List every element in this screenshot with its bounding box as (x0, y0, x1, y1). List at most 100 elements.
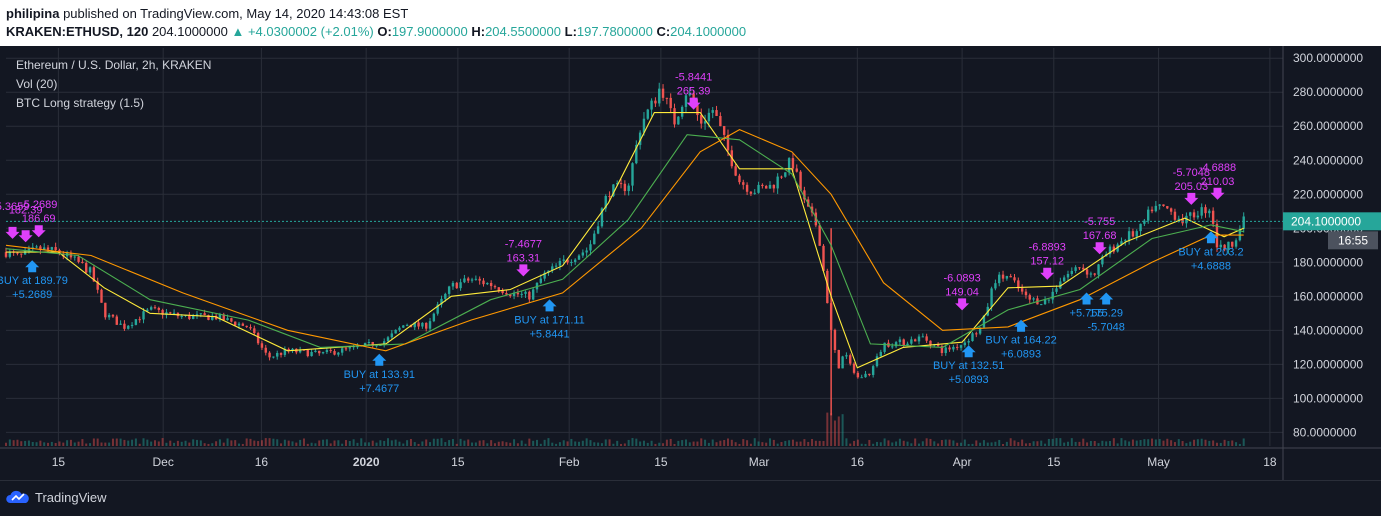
tradingview-logo[interactable]: TradingView (6, 489, 107, 505)
y-tick-label: 280.0000000 (1293, 85, 1363, 99)
volume-bar (635, 438, 638, 446)
x-tick-label: 15 (52, 455, 66, 469)
volume-bar (501, 441, 504, 446)
volume-bar (814, 440, 817, 446)
volume-bar (673, 443, 676, 446)
open-label: O: (377, 24, 392, 39)
volume-bar (226, 438, 229, 446)
volume-bar (89, 443, 92, 446)
candle-body (864, 373, 867, 378)
volume-bar (276, 439, 279, 446)
sell-signal-label: 265.39 (677, 86, 711, 98)
sell-arrow (18, 230, 33, 243)
volume-bar (1166, 438, 1169, 446)
candle-body (917, 336, 921, 342)
volume-bar (379, 440, 382, 446)
sell-arrow (31, 225, 46, 238)
buy-signal-label: BUY at 132.51 (933, 360, 1004, 372)
volume-bar (742, 439, 745, 446)
candle-body (669, 97, 672, 109)
candle-body (719, 115, 722, 127)
candle-body (467, 278, 470, 281)
volume-bar (467, 439, 470, 446)
candle-body (661, 88, 665, 98)
buy-signal-label: +7.4677 (359, 383, 399, 395)
x-tick-label: May (1147, 455, 1170, 469)
volume-bar (440, 438, 443, 446)
volume-bar (979, 442, 982, 446)
candle-body (1169, 208, 1173, 212)
volume-bar (1101, 440, 1104, 446)
candle-body (650, 100, 653, 110)
y-tick-label: 100.0000000 (1293, 391, 1363, 405)
volume-bar (127, 440, 130, 446)
volume-bar (230, 440, 233, 446)
volume-bar (555, 443, 558, 446)
volume-bar (471, 442, 474, 446)
volume-bar (1151, 438, 1154, 446)
tradingview-cloud-icon (6, 490, 29, 503)
volume-bar (1028, 443, 1031, 446)
volume-bar (730, 439, 733, 446)
candle-body (700, 115, 703, 124)
candle-body (8, 251, 12, 257)
volume-bar (509, 442, 512, 446)
sell-signal-label: 167.68 (1083, 230, 1117, 242)
volume-bar (723, 439, 726, 446)
candle-body (77, 256, 80, 262)
volume-bar (631, 438, 634, 446)
x-tick-label: 16 (255, 455, 269, 469)
candle-body (994, 283, 997, 289)
volume-bar (696, 441, 699, 446)
candle-body (283, 348, 287, 355)
price-chart[interactable]: 80.0000000 100.0000000 120.0000000 140.0000… (0, 46, 1381, 480)
volume-bar (1208, 440, 1211, 446)
volume-bar (711, 439, 714, 446)
volume-bar (27, 440, 30, 446)
candle-body (975, 333, 978, 335)
countdown-tag (1328, 231, 1378, 250)
candle-body (333, 351, 336, 355)
candle-body (531, 289, 535, 300)
candle-body (1097, 264, 1100, 275)
candle-body (43, 247, 46, 250)
volume-bar (692, 441, 695, 446)
author-name[interactable]: philipina (6, 6, 60, 21)
x-tick-label: 16 (851, 455, 865, 469)
candle-body (222, 314, 225, 321)
volume-bar (203, 443, 206, 446)
volume-bar (830, 413, 833, 446)
chart-title-legend: Ethereum / U.S. Dollar, 2h, KRAKEN (16, 58, 212, 72)
volume-bar (1139, 440, 1142, 446)
volume-bar (39, 440, 42, 446)
candle-body (138, 319, 141, 321)
candle-body (787, 158, 791, 173)
sell-signal-label: -4.6888 (1199, 162, 1236, 174)
candle-body (161, 309, 164, 315)
volume-bar (841, 414, 844, 446)
candle-body (631, 163, 634, 186)
candle-body (489, 282, 493, 287)
candle-body (703, 121, 707, 124)
candle-body (780, 176, 783, 178)
candle-body (875, 356, 879, 367)
candle-body (963, 342, 967, 346)
candle-body (776, 176, 779, 189)
volume-bar (1097, 443, 1100, 446)
x-tick-label: Apr (953, 455, 972, 469)
volume-bar (1112, 438, 1115, 446)
candle-body (50, 247, 54, 250)
volume-bar (566, 441, 569, 446)
candle-body (1124, 240, 1127, 242)
candle-body (673, 108, 676, 125)
volume-bar (1131, 439, 1134, 446)
volume-bar (837, 416, 840, 446)
volume-bar (784, 440, 787, 446)
volume-bar (85, 443, 88, 446)
buy-arrow (372, 353, 387, 366)
buy-arrow (542, 299, 557, 312)
volume-bar (1051, 438, 1054, 446)
volume-bar (1189, 441, 1192, 446)
volume-bar (585, 438, 588, 446)
volume-bar (765, 442, 768, 446)
